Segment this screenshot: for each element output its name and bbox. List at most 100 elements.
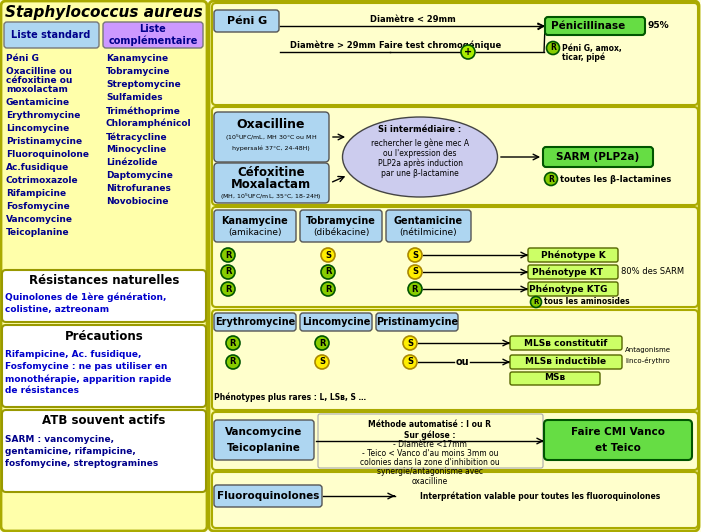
- Text: complémentaire: complémentaire: [109, 36, 198, 46]
- FancyBboxPatch shape: [214, 313, 296, 331]
- Text: ATB souvent actifs: ATB souvent actifs: [42, 414, 165, 428]
- Text: 95%: 95%: [648, 21, 669, 30]
- Text: ou: ou: [455, 357, 469, 367]
- Text: R: R: [225, 285, 231, 294]
- Circle shape: [321, 282, 335, 296]
- Text: ou l'expression des: ou l'expression des: [383, 148, 457, 157]
- FancyBboxPatch shape: [510, 372, 600, 385]
- Text: gentamicine, rifampicine,: gentamicine, rifampicine,: [5, 447, 136, 456]
- Text: Moxalactam: Moxalactam: [231, 178, 311, 190]
- Text: S: S: [412, 268, 418, 277]
- Text: R: R: [325, 268, 332, 277]
- Text: colonies dans la zone d'inhibition ou: colonies dans la zone d'inhibition ou: [360, 458, 500, 467]
- Circle shape: [226, 355, 240, 369]
- FancyBboxPatch shape: [212, 310, 698, 410]
- Text: Interprétation valable pour toutes les fluoroquinolones: Interprétation valable pour toutes les f…: [420, 491, 660, 501]
- Text: Kanamycine: Kanamycine: [222, 216, 288, 226]
- Text: Vancomycine: Vancomycine: [225, 427, 303, 437]
- Text: Faire test chromogénique: Faire test chromogénique: [379, 40, 501, 50]
- FancyBboxPatch shape: [544, 420, 692, 460]
- FancyBboxPatch shape: [2, 325, 206, 407]
- Circle shape: [545, 172, 557, 186]
- Text: Tétracycline: Tétracycline: [106, 132, 168, 142]
- Text: Erythromycine: Erythromycine: [215, 317, 295, 327]
- Text: SARM (PLP2a): SARM (PLP2a): [557, 152, 639, 162]
- Text: Diamètre > 29mm: Diamètre > 29mm: [290, 41, 376, 50]
- FancyBboxPatch shape: [510, 355, 622, 369]
- FancyBboxPatch shape: [212, 472, 698, 528]
- Text: Oxacilline ou: Oxacilline ou: [6, 67, 72, 76]
- Text: Phénotype KTG: Phénotype KTG: [529, 284, 607, 294]
- Text: Teicoplanine: Teicoplanine: [6, 228, 69, 237]
- Text: Liste: Liste: [139, 24, 166, 34]
- Text: Novobiocine: Novobiocine: [106, 197, 168, 206]
- FancyBboxPatch shape: [4, 22, 99, 48]
- FancyBboxPatch shape: [212, 207, 698, 307]
- Text: Ac.fusidique: Ac.fusidique: [6, 163, 69, 172]
- Circle shape: [221, 282, 235, 296]
- Text: Liste standard: Liste standard: [11, 30, 90, 40]
- Text: S: S: [407, 338, 413, 347]
- FancyBboxPatch shape: [214, 163, 329, 203]
- FancyBboxPatch shape: [2, 410, 206, 492]
- Circle shape: [221, 265, 235, 279]
- Text: Si intermédiaire :: Si intermédiaire :: [379, 126, 462, 135]
- Text: Gentamicine: Gentamicine: [6, 98, 70, 107]
- Text: Triméthoprime: Triméthoprime: [106, 106, 181, 115]
- Text: (nétilmicine): (nétilmicine): [399, 229, 457, 237]
- FancyBboxPatch shape: [528, 265, 618, 279]
- Text: S: S: [325, 251, 331, 260]
- Text: SARM : vancomycine,: SARM : vancomycine,: [5, 435, 114, 444]
- Text: Oxacilline: Oxacilline: [237, 119, 305, 131]
- FancyBboxPatch shape: [2, 270, 206, 322]
- FancyBboxPatch shape: [300, 210, 382, 242]
- Text: Chloramphénicol: Chloramphénicol: [106, 119, 191, 129]
- Text: Diamètre < 29mm: Diamètre < 29mm: [370, 15, 456, 24]
- Circle shape: [408, 248, 422, 262]
- Text: PLP2a après induction: PLP2a après induction: [378, 158, 463, 168]
- Text: fosfomycine, streptogramines: fosfomycine, streptogramines: [5, 459, 158, 468]
- FancyBboxPatch shape: [212, 3, 698, 105]
- FancyBboxPatch shape: [386, 210, 471, 242]
- Text: monothérapie, apparition rapide: monothérapie, apparition rapide: [5, 374, 171, 384]
- Text: Tobramycine: Tobramycine: [106, 67, 170, 76]
- Text: Pristinamycine: Pristinamycine: [6, 137, 82, 146]
- FancyBboxPatch shape: [212, 412, 698, 470]
- Text: S: S: [412, 251, 418, 260]
- FancyBboxPatch shape: [214, 485, 322, 507]
- Text: Péni G, amox,: Péni G, amox,: [562, 44, 622, 53]
- FancyBboxPatch shape: [528, 282, 618, 296]
- Text: toutes les β-lactamines: toutes les β-lactamines: [560, 174, 672, 184]
- Text: Streptomycine: Streptomycine: [106, 80, 181, 89]
- Text: (dibékacine): (dibékacine): [313, 229, 369, 237]
- Text: Phénotype KT: Phénotype KT: [533, 267, 604, 277]
- Text: Daptomycine: Daptomycine: [106, 171, 173, 180]
- FancyBboxPatch shape: [545, 17, 645, 35]
- Text: Rifampicine: Rifampicine: [6, 189, 66, 198]
- Text: Phénotype K: Phénotype K: [540, 250, 606, 260]
- Text: - Teico < Vanco d'au moins 3mm ou: - Teico < Vanco d'au moins 3mm ou: [362, 449, 498, 458]
- Circle shape: [547, 41, 559, 54]
- Text: Tobramycine: Tobramycine: [306, 216, 376, 226]
- Text: Vancomycine: Vancomycine: [6, 215, 73, 224]
- Text: hypersalé 37°C, 24-48H): hypersalé 37°C, 24-48H): [232, 145, 310, 151]
- Text: de résistances: de résistances: [5, 386, 79, 395]
- FancyBboxPatch shape: [212, 107, 698, 205]
- FancyBboxPatch shape: [214, 112, 329, 162]
- Text: R: R: [550, 44, 556, 53]
- Text: R: R: [230, 358, 236, 367]
- Text: R: R: [411, 285, 418, 294]
- Text: Kanamycine: Kanamycine: [106, 54, 168, 63]
- Text: Faire CMI Vanco: Faire CMI Vanco: [571, 427, 665, 437]
- Circle shape: [408, 265, 422, 279]
- Text: Minocycline: Minocycline: [106, 145, 166, 154]
- Text: Pristinamycine: Pristinamycine: [376, 317, 458, 327]
- FancyBboxPatch shape: [1, 1, 207, 531]
- Text: - Diamètre <17mm: - Diamètre <17mm: [393, 440, 467, 449]
- Text: R: R: [325, 285, 332, 294]
- Circle shape: [531, 296, 541, 307]
- Text: MSʙ: MSʙ: [545, 373, 566, 383]
- Text: Fosfomycine: Fosfomycine: [6, 202, 70, 211]
- Text: (amikacine): (amikacine): [229, 229, 282, 237]
- Text: Gentamicine: Gentamicine: [393, 216, 463, 226]
